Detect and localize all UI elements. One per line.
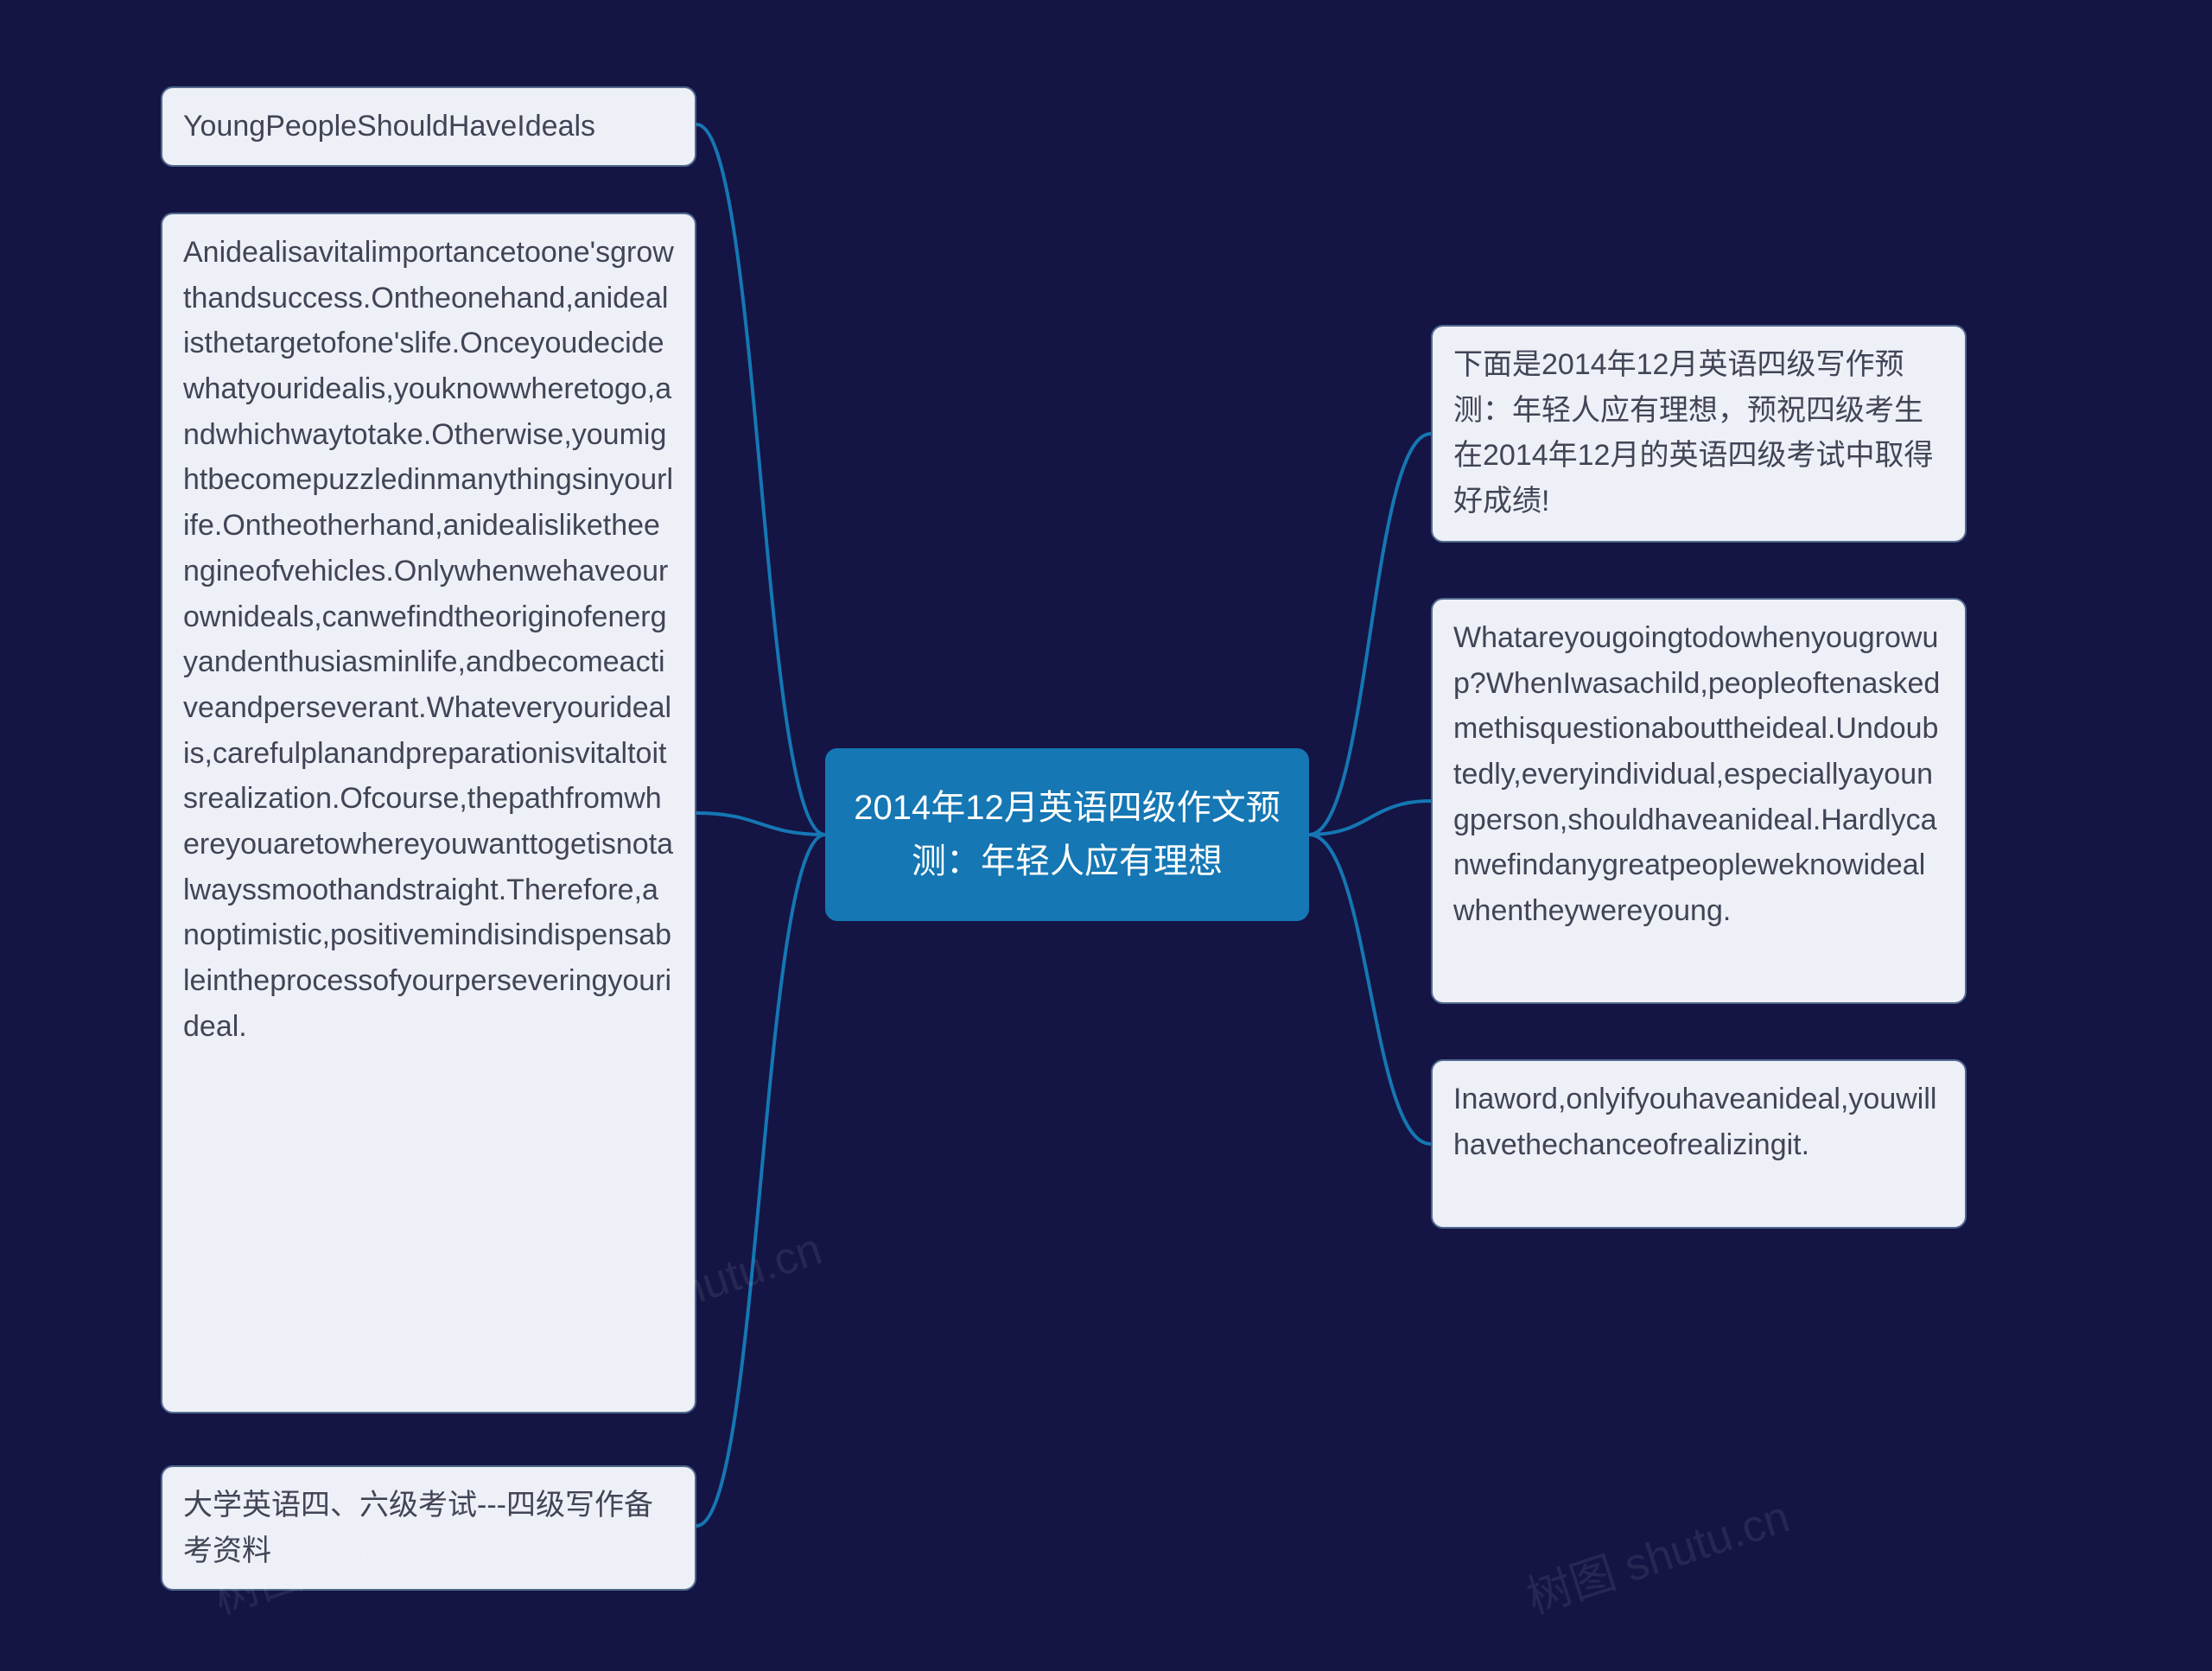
leaf-node-text: 大学英语四、六级考试---四级写作备考资料 (183, 1489, 653, 1567)
leaf-node-left-2: 大学英语四、六级考试---四级写作备考资料 (161, 1465, 696, 1591)
leaf-node-text: 下面是2014年12月英语四级写作预测：年轻人应有理想，预祝四级考生在2014年… (1453, 348, 1933, 518)
leaf-node-left-1: Anidealisavitalimportancetoone'sgrowthan… (161, 213, 696, 1414)
center-node-text: 2014年12月英语四级作文预测：年轻人应有理想 (847, 781, 1287, 888)
center-node: 2014年12月英语四级作文预测：年轻人应有理想 (825, 748, 1309, 921)
leaf-node-text: Anidealisavitalimportancetoone'sgrowthan… (183, 236, 674, 1043)
leaf-node-right-2: Inaword,onlyifyouhaveanideal,youwillhave… (1431, 1059, 1967, 1229)
leaf-node-right-0: 下面是2014年12月英语四级写作预测：年轻人应有理想，预祝四级考生在2014年… (1431, 325, 1967, 543)
leaf-node-right-1: Whatareyougoingtodowhenyougrowup?WhenIwa… (1431, 598, 1967, 1004)
mindmap-canvas: 2014年12月英语四级作文预测：年轻人应有理想 YoungPeopleShou… (0, 0, 2212, 1671)
leaf-node-text: Whatareyougoingtodowhenyougrowup?WhenIwa… (1453, 621, 1940, 927)
watermark: 树图 shutu.cn (1517, 1480, 1796, 1626)
leaf-node-text: Inaword,onlyifyouhaveanideal,youwillhave… (1453, 1083, 1936, 1161)
leaf-node-left-0: YoungPeopleShouldHaveIdeals (161, 86, 696, 167)
leaf-node-text: YoungPeopleShouldHaveIdeals (183, 110, 595, 143)
